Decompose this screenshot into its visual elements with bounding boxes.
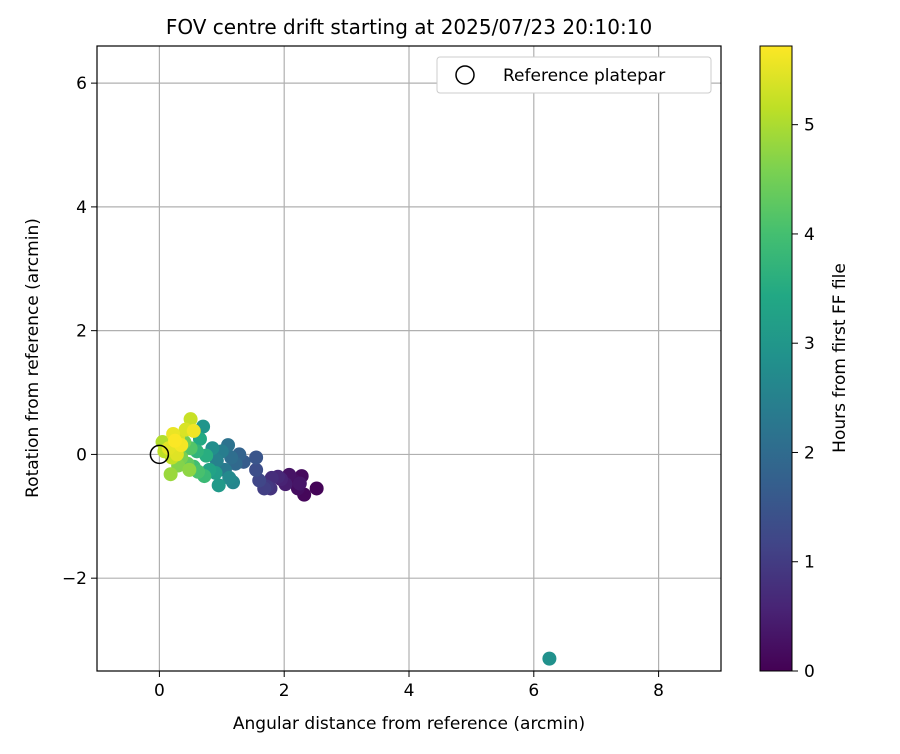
- grid-lines: [97, 46, 721, 671]
- colorbar: 0 1 2 3 4 5 Hours from first FF file: [759, 45, 850, 682]
- scatter-point: [222, 470, 237, 485]
- axis-ticks: 0 2 4 6 8 −2 0 2 4 6: [62, 74, 664, 701]
- colorbar-tick-label: 2: [804, 443, 815, 463]
- scatter-point: [211, 478, 226, 493]
- x-tick-label: 0: [154, 681, 165, 701]
- y-tick-label: −2: [62, 569, 87, 589]
- y-axis-label: Rotation from reference (arcmin): [23, 218, 43, 498]
- x-axis-label: Angular distance from reference (arcmin): [233, 714, 585, 734]
- reference-point-marker: [149, 444, 170, 465]
- scatter-point: [186, 423, 201, 438]
- y-tick-label: 6: [76, 74, 87, 94]
- chart-title: FOV centre drift starting at 2025/07/23 …: [166, 15, 652, 39]
- scatter-point: [542, 651, 557, 666]
- scatter-point: [249, 462, 264, 477]
- colorbar-tick-label: 1: [804, 553, 815, 573]
- scatter-point: [209, 453, 224, 468]
- colorbar-tick-label: 0: [804, 662, 815, 682]
- colorbar-tick-label: 4: [804, 225, 815, 245]
- colorbar-gradient: [759, 45, 793, 672]
- scatter-point: [309, 481, 324, 496]
- legend-marker-icon: [455, 65, 475, 85]
- scatter-point: [292, 476, 307, 491]
- legend: Reference platepar: [436, 56, 712, 94]
- x-tick-label: 2: [279, 681, 290, 701]
- x-tick-label: 4: [404, 681, 415, 701]
- x-tick-label: 8: [653, 681, 664, 701]
- colorbar-tick-label: 5: [804, 116, 815, 136]
- y-tick-label: 0: [76, 445, 87, 465]
- scatter-point: [163, 467, 178, 482]
- scatter-point: [249, 450, 264, 465]
- legend-box: [436, 56, 712, 94]
- legend-entry-label: Reference platepar: [503, 66, 665, 86]
- colorbar-ticks: 0 1 2 3 4 5: [792, 116, 815, 682]
- scatter-point: [168, 433, 182, 448]
- scatter-point: [182, 462, 197, 477]
- y-tick-label: 2: [76, 322, 87, 342]
- colorbar-label: Hours from first FF file: [830, 263, 850, 453]
- data-points: [149, 412, 557, 666]
- scatter-point: [183, 412, 198, 427]
- colorbar-tick-label: 3: [804, 334, 815, 354]
- y-tick-label: 4: [76, 198, 87, 218]
- x-tick-label: 6: [528, 681, 539, 701]
- scatter-point: [252, 473, 267, 488]
